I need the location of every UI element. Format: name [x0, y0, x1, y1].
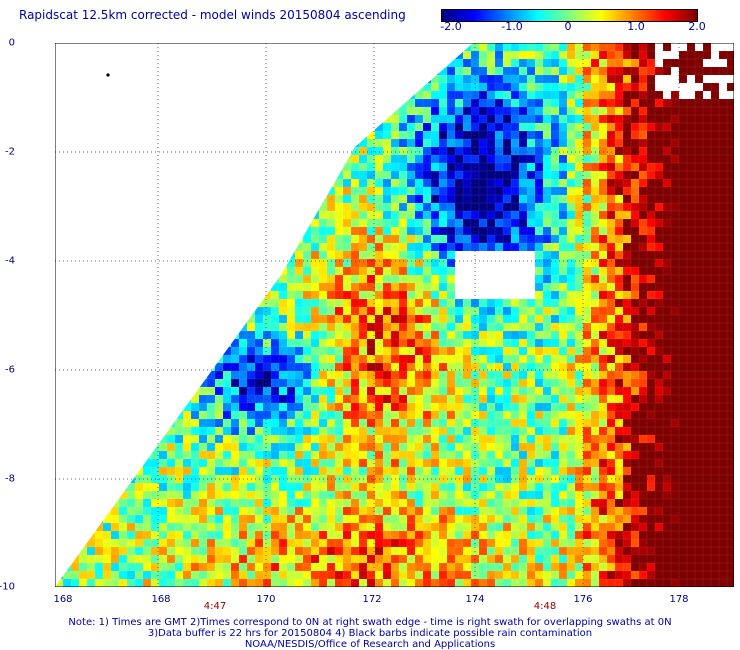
lat-lon-grid	[55, 43, 734, 587]
x-tick-label: 172	[362, 594, 382, 605]
swath-time-label: 4:47	[203, 601, 227, 612]
footnote-line-3: NOAA/NESDIS/Office of Research and Appli…	[244, 639, 496, 650]
x-tick-label: 176	[573, 594, 593, 605]
y-tick-label: -2	[5, 146, 15, 158]
colorbar-gradient	[441, 9, 698, 22]
swath-time-label: 4:48	[533, 601, 557, 612]
map-canvas	[55, 43, 734, 587]
y-tick-label: 0	[8, 37, 15, 49]
wind-difference-map: 0 -2 -4 -6 -8 -10	[0, 38, 734, 593]
x-tick-label: 168	[151, 594, 171, 605]
y-tick-label: -6	[5, 364, 15, 376]
footnote-line-1: Note: 1) Times are GMT 2)Times correspon…	[68, 617, 672, 628]
map-title: Rapidscat 12.5km corrected - model winds…	[19, 8, 406, 22]
x-tick-label: 178	[669, 594, 689, 605]
y-tick-label: -8	[5, 473, 15, 485]
colorbar-tick: 0	[564, 20, 572, 33]
colorbar-tick: -1.0	[501, 20, 523, 33]
footnote-line-2: 3)Data buffer is 22 hrs for 20150804 4) …	[147, 628, 593, 639]
x-tick-label: 170	[256, 594, 276, 605]
colorbar-tick: -2.0	[440, 20, 462, 33]
y-tick-label: -4	[5, 255, 15, 267]
x-tick-label: 174	[465, 594, 485, 605]
x-tick-label: 168	[53, 594, 73, 605]
colorbar-tick: 1.0	[627, 20, 645, 33]
island-marker	[106, 73, 110, 77]
colorbar-tick: 2.0	[688, 20, 706, 33]
y-tick-label: -10	[0, 581, 15, 593]
